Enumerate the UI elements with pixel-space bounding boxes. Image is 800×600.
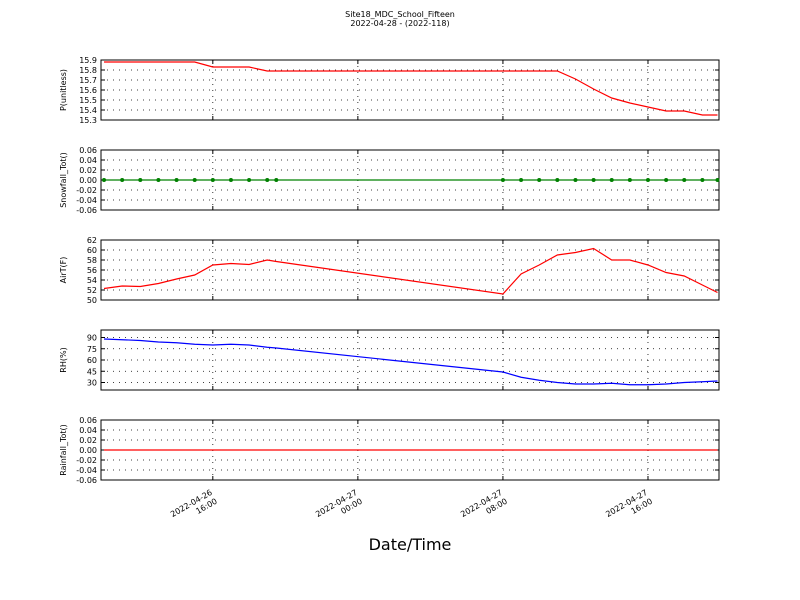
data-point bbox=[500, 178, 505, 182]
chart-title: Site18_MDC_School_Fifteen bbox=[345, 10, 455, 19]
data-point bbox=[228, 178, 233, 182]
y-tick-label: -0.04 bbox=[76, 466, 97, 475]
plot-frame bbox=[100, 419, 720, 481]
plot-frame bbox=[100, 239, 720, 301]
y-tick-label: 0.06 bbox=[79, 146, 97, 155]
data-point bbox=[591, 178, 596, 182]
data-point bbox=[715, 178, 720, 182]
data-line bbox=[104, 61, 718, 116]
y-tick-label: 15.9 bbox=[79, 56, 97, 65]
plot-frame bbox=[100, 329, 720, 391]
data-point bbox=[645, 178, 650, 182]
y-tick-label: 15.4 bbox=[79, 106, 97, 115]
y-tick-label: 50 bbox=[87, 296, 97, 305]
data-point bbox=[519, 178, 524, 182]
y-tick-label: 58 bbox=[87, 256, 97, 265]
x-axis-label: Date/Time bbox=[369, 535, 452, 554]
data-point bbox=[102, 178, 107, 182]
data-point bbox=[627, 178, 632, 182]
data-point bbox=[156, 178, 161, 182]
data-point bbox=[274, 178, 279, 182]
data-point bbox=[537, 178, 542, 182]
y-tick-label: 30 bbox=[87, 379, 97, 388]
y-tick-label: 52 bbox=[87, 286, 97, 295]
y-tick-label: 0.02 bbox=[79, 436, 97, 445]
data-point bbox=[555, 178, 560, 182]
y-tick-label: 0.04 bbox=[79, 156, 97, 165]
plot-frame bbox=[100, 59, 720, 121]
x-tick-label: 2022-04-2700:00 bbox=[314, 488, 364, 528]
data-point bbox=[664, 178, 669, 182]
x-tick-label: 2022-04-2716:00 bbox=[604, 488, 654, 528]
data-line bbox=[103, 247, 718, 295]
y-tick-label: 60 bbox=[87, 246, 97, 255]
data-line bbox=[103, 338, 718, 386]
data-point bbox=[609, 178, 614, 182]
y-tick-label: 75 bbox=[87, 345, 97, 354]
data-point bbox=[682, 178, 687, 182]
y-tick-label: -0.02 bbox=[76, 456, 97, 465]
y-tick-label: 0.00 bbox=[79, 176, 97, 185]
y-tick-label: 60 bbox=[87, 356, 97, 365]
y-axis-label: Rainfall_Tot() bbox=[59, 424, 68, 476]
data-point bbox=[265, 178, 270, 182]
data-point bbox=[210, 178, 215, 182]
y-tick-label: 15.5 bbox=[79, 96, 97, 105]
data-point bbox=[573, 178, 578, 182]
y-tick-label: 0.06 bbox=[79, 416, 97, 425]
y-tick-label: 56 bbox=[87, 266, 97, 275]
chart-subtitle: 2022-04-28 - (2022-118) bbox=[350, 19, 449, 28]
data-point bbox=[192, 178, 197, 182]
y-tick-label: 45 bbox=[87, 367, 97, 376]
y-tick-label: 15.6 bbox=[79, 86, 97, 95]
y-axis-label: P(unitless) bbox=[59, 69, 68, 111]
y-tick-label: 15.7 bbox=[79, 76, 97, 85]
y-axis-label: AirT(F) bbox=[59, 257, 68, 284]
y-tick-label: -0.02 bbox=[76, 186, 97, 195]
y-tick-label: -0.06 bbox=[76, 206, 97, 215]
data-point bbox=[120, 178, 125, 182]
y-tick-label: 0.04 bbox=[79, 426, 97, 435]
y-axis-label: Snowfall_Tot() bbox=[59, 152, 68, 208]
y-tick-label: 54 bbox=[87, 276, 97, 285]
y-tick-label: 15.3 bbox=[79, 116, 97, 125]
y-tick-label: 0.02 bbox=[79, 166, 97, 175]
data-point bbox=[138, 178, 143, 182]
data-point bbox=[247, 178, 252, 182]
y-tick-label: -0.04 bbox=[76, 196, 97, 205]
y-tick-label: 62 bbox=[87, 236, 97, 245]
x-tick-label: 2022-04-2616:00 bbox=[169, 488, 219, 528]
y-axis-label: RH(%) bbox=[59, 347, 68, 372]
data-point bbox=[174, 178, 179, 182]
x-tick-label: 2022-04-2708:00 bbox=[459, 488, 509, 528]
y-tick-label: 0.00 bbox=[79, 446, 97, 455]
y-tick-label: -0.06 bbox=[76, 476, 97, 485]
y-tick-label: 90 bbox=[87, 334, 97, 343]
y-tick-label: 15.8 bbox=[79, 66, 97, 75]
data-point bbox=[700, 178, 705, 182]
